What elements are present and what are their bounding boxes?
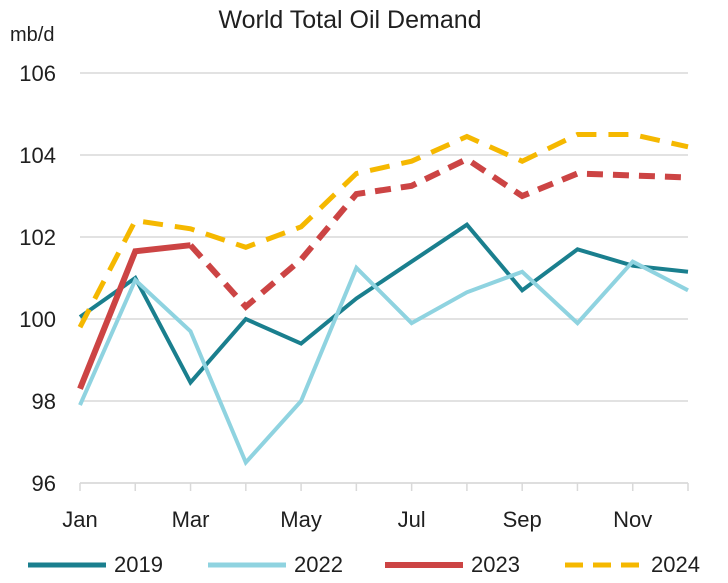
x-tick-label-Sep: Sep <box>503 507 542 532</box>
series-line-2023-actual <box>77 242 191 390</box>
legend-swatch-2023 <box>385 561 463 568</box>
series-line-2023-estimate <box>188 155 689 311</box>
y-axis-unit-label: mb/d <box>10 24 55 46</box>
legend-label-2019: 2019 <box>114 551 163 577</box>
legend-swatch-2022 <box>208 562 286 567</box>
legend-item-2023: 2023 <box>385 546 520 583</box>
legend-label-2022: 2022 <box>294 551 343 577</box>
legend-label-2023: 2023 <box>471 551 520 577</box>
chart-legend: 2019 2022 2023 2024 <box>0 546 728 583</box>
x-tick-label-Jul: Jul <box>398 507 426 532</box>
x-tick-label-Jan: Jan <box>62 507 97 532</box>
y-tick-label-102: 102 <box>19 225 56 250</box>
series-line-2024 <box>77 132 689 329</box>
legend-swatch-2024 <box>565 562 643 567</box>
x-tick-label-May: May <box>280 507 322 532</box>
legend-swatch-2019 <box>28 562 106 567</box>
y-tick-label-96: 96 <box>32 471 56 496</box>
legend-item-2019: 2019 <box>28 546 163 583</box>
line-chart: 96 98 100 102 104 106 Jan Mar May Jul Sep Nov <box>19 61 689 532</box>
legend-item-2022: 2022 <box>208 546 343 583</box>
x-tick-label-Nov: Nov <box>613 507 652 532</box>
y-tick-label-106: 106 <box>19 61 56 86</box>
chart-title: World Total Oil Demand <box>218 6 482 34</box>
y-tick-label-104: 104 <box>19 143 56 168</box>
series-line-2019 <box>78 222 689 387</box>
y-tick-label-100: 100 <box>19 307 56 332</box>
legend-item-2024: 2024 <box>565 546 700 583</box>
legend-label-2024: 2024 <box>651 551 700 577</box>
series-line-2022 <box>78 259 689 467</box>
y-tick-label-98: 98 <box>32 389 56 414</box>
x-tick-label-Mar: Mar <box>172 507 210 532</box>
